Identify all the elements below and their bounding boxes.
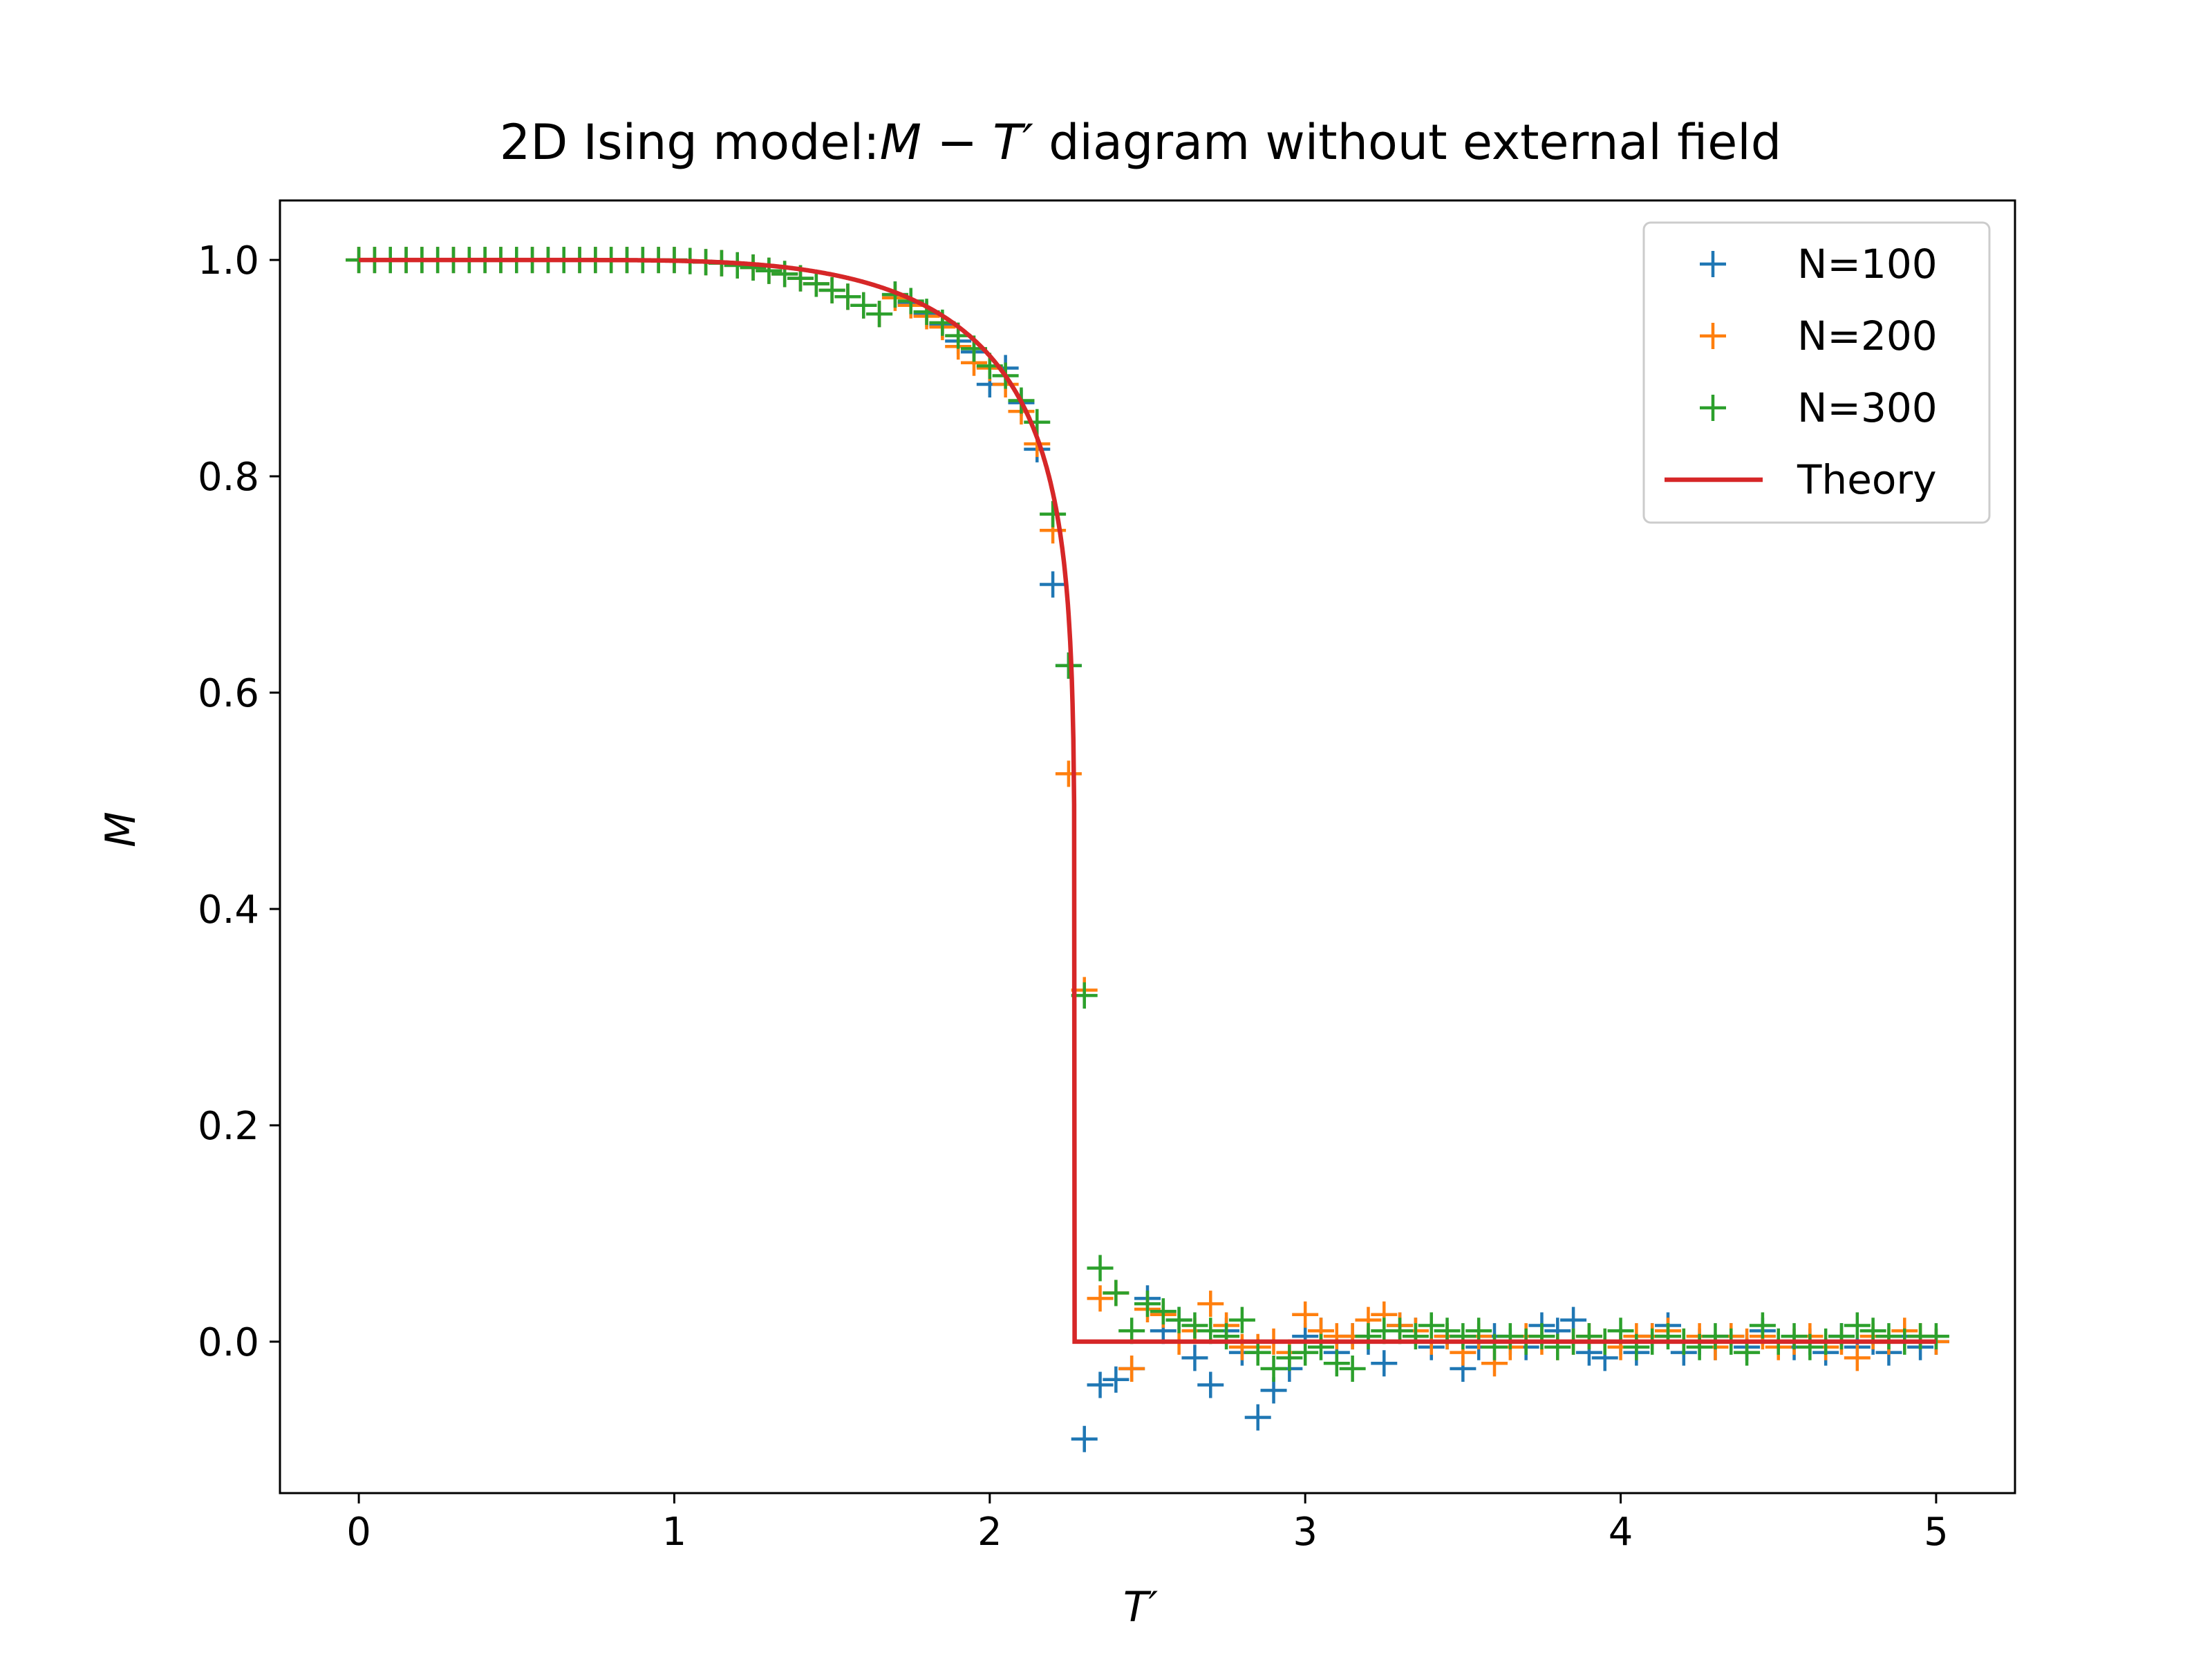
data-point (1355, 1323, 1382, 1350)
data-point (1623, 1333, 1650, 1360)
data-point (1228, 1306, 1255, 1333)
data-point (1844, 1312, 1871, 1339)
data-point (1781, 1323, 1808, 1350)
data-point (1323, 1350, 1350, 1377)
data-point (1103, 1280, 1130, 1306)
data-point (1922, 1323, 1949, 1350)
data-point (1528, 1323, 1555, 1350)
data-point (1339, 1356, 1366, 1382)
data-point (1103, 1366, 1130, 1393)
data-point (1450, 1323, 1477, 1350)
y-tick-label: 0.8 (198, 455, 259, 500)
data-point (1655, 1323, 1681, 1350)
data-point (1575, 1323, 1602, 1350)
data-point (1087, 1371, 1114, 1398)
data-point (1118, 1356, 1145, 1382)
data-point (1197, 1291, 1224, 1318)
legend-item: N=200 (1700, 312, 1938, 359)
data-point (834, 283, 861, 310)
data-point (1828, 1323, 1855, 1350)
data-point (1497, 1323, 1524, 1350)
legend-label: N=100 (1797, 241, 1938, 288)
data-point (1087, 1255, 1114, 1282)
data-point (1371, 1350, 1398, 1377)
data-point (1260, 1356, 1287, 1382)
series-Theory-line (359, 257, 1936, 1344)
data-point (1402, 1323, 1429, 1350)
data-point (866, 301, 893, 328)
data-point (1686, 1333, 1713, 1360)
legend-marker (1700, 251, 1726, 277)
data-point (1544, 1333, 1571, 1360)
legend-label: N=300 (1797, 384, 1938, 431)
legend-label: N=200 (1797, 312, 1938, 359)
data-point (1844, 1344, 1871, 1371)
data-point (1055, 652, 1082, 679)
data-point (1040, 500, 1067, 527)
x-axis-label: T′ (1123, 1583, 1159, 1631)
y-axis-label: M (97, 812, 145, 847)
y-axis: 0.0 0.2 0.4 0.6 0.8 1.0 (198, 238, 280, 1365)
data-point (803, 270, 830, 297)
data-point (1071, 1425, 1098, 1452)
legend-marker (1700, 323, 1726, 349)
data-point (1024, 409, 1051, 435)
data-point (1292, 1301, 1319, 1328)
data-point (1165, 1306, 1192, 1333)
data-point (1213, 1323, 1240, 1350)
plot-area (279, 199, 2016, 1494)
y-tick-label: 1.0 (198, 238, 259, 283)
data-point (1040, 571, 1067, 598)
legend-item: Theory (1665, 456, 1937, 503)
data-point (850, 292, 877, 319)
x-tick-label: 3 (1293, 1510, 1318, 1555)
data-point (756, 257, 782, 284)
chart-title: 2D Ising model:M − T′ diagram without ex… (500, 114, 1781, 171)
data-point (1150, 1298, 1177, 1325)
data-point (1308, 1333, 1334, 1360)
data-point (1481, 1333, 1508, 1360)
data-point (1276, 1344, 1303, 1371)
data-point (1749, 1312, 1776, 1339)
data-point (1244, 1404, 1271, 1431)
plot-frame (279, 199, 2016, 1494)
x-tick-label: 0 (346, 1510, 371, 1555)
data-point (1702, 1323, 1729, 1350)
legend-item: N=300 (1700, 384, 1938, 431)
x-tick-label: 1 (662, 1510, 687, 1555)
data-point (1418, 1312, 1445, 1339)
legend-box (1642, 221, 1991, 524)
y-tick-label: 0.6 (198, 671, 259, 716)
x-tick-label: 4 (1609, 1510, 1633, 1555)
x-tick-label: 5 (1924, 1510, 1949, 1555)
data-point (1181, 1312, 1208, 1339)
data-point (818, 276, 845, 303)
data-point (1055, 760, 1082, 787)
y-tick-label: 0.0 (198, 1320, 259, 1365)
legend: N=100 N=200 N=300 Theory (1642, 221, 1991, 524)
legend-label: Theory (1797, 456, 1937, 503)
data-point (1087, 1285, 1114, 1312)
data-point (1134, 1291, 1161, 1318)
data-point (740, 254, 767, 281)
data-point (1875, 1323, 1902, 1350)
legend-marker (1700, 395, 1726, 421)
legend-item: N=100 (1700, 241, 1938, 288)
data-point (1197, 1371, 1224, 1398)
x-tick-label: 2 (977, 1510, 1002, 1555)
x-axis: 0 1 2 3 4 5 (346, 1493, 1949, 1555)
data-point (1797, 1333, 1824, 1360)
y-tick-label: 0.2 (198, 1104, 259, 1149)
y-tick-label: 0.4 (198, 888, 259, 932)
data-point (1181, 1344, 1208, 1371)
